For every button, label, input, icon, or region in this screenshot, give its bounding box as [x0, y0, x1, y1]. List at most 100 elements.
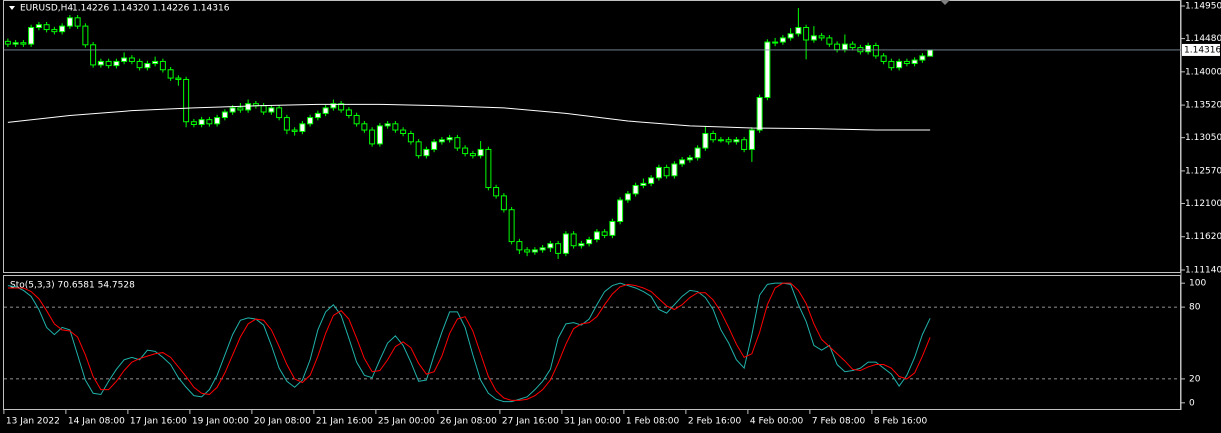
candle-body: [338, 103, 345, 111]
candle-body: [90, 44, 97, 66]
candle-body: [167, 69, 174, 79]
y-tick-label: 1.14480: [1185, 34, 1221, 44]
candle-body: [531, 249, 538, 253]
candle-body: [221, 111, 228, 119]
candle-body: [105, 60, 112, 67]
candle-body: [198, 119, 205, 125]
candle-body: [237, 107, 244, 111]
candle-body: [810, 35, 817, 41]
candle-body: [454, 137, 461, 149]
candle-body: [903, 60, 910, 65]
candle-body: [299, 123, 306, 132]
x-tick-label: 19 Jan 00:00: [192, 417, 249, 427]
candle-body: [586, 239, 593, 245]
indicator-tick-label: 20: [1189, 374, 1201, 384]
candle-body: [524, 249, 531, 253]
candle-body: [694, 147, 701, 159]
candle-body: [679, 159, 686, 165]
candle-body: [880, 55, 887, 62]
candle-body: [190, 121, 197, 125]
candle-body: [570, 233, 577, 247]
indicator-tick-label: 0: [1189, 398, 1195, 408]
candle-body: [283, 117, 290, 131]
indicator-label: Sto(5,3,3) 70.6581 54.7528: [10, 281, 135, 291]
candle-body: [82, 25, 89, 46]
y-tick-label: 1.11620: [1185, 232, 1221, 242]
candle-body: [849, 43, 856, 49]
indicator-tick-label: 100: [1189, 279, 1206, 289]
candle-body: [183, 78, 190, 123]
y-tick-label: 1.13050: [1185, 133, 1221, 143]
candle-body: [609, 220, 616, 236]
x-tick-label: 26 Jan 08:00: [440, 417, 497, 427]
candle-body: [121, 57, 128, 62]
candle-body: [314, 112, 321, 119]
candle-body: [74, 17, 81, 27]
last-price-box: [1182, 43, 1220, 56]
candle-body: [136, 60, 143, 69]
candle-body: [206, 119, 213, 125]
candle-body: [175, 77, 182, 80]
candle-body: [927, 49, 934, 57]
indicator-line: [7, 282, 931, 403]
candle-body: [756, 96, 763, 131]
candle-body: [66, 17, 73, 27]
candle-body: [493, 187, 500, 197]
candle-body: [268, 107, 275, 113]
shift-marker: [940, 0, 950, 5]
candle-body: [562, 233, 569, 254]
candle-body: [648, 177, 655, 184]
symbol-label: EURUSD,H4: [20, 4, 73, 14]
y-tick-label: 1.14950: [1185, 2, 1221, 12]
candle-body: [686, 157, 693, 161]
candle-body: [663, 166, 670, 177]
indicator-tick-label: 80: [1189, 303, 1201, 313]
candle-body: [35, 24, 42, 28]
candle-body: [415, 141, 422, 157]
last-price-label: 1.14316: [1184, 45, 1221, 55]
candle-body: [369, 129, 376, 145]
candle-body: [4, 40, 11, 45]
candle-body: [113, 60, 120, 67]
candle-body: [826, 37, 833, 45]
candle-body: [438, 139, 445, 143]
candle-body: [12, 42, 19, 45]
candle-body: [229, 107, 236, 113]
candle-body: [28, 26, 35, 45]
x-tick-label: 17 Jan 16:00: [130, 417, 187, 427]
candle-body: [640, 182, 647, 186]
candle-body: [834, 43, 841, 51]
x-tick-label: 1 Feb 08:00: [626, 417, 680, 427]
candle-body: [407, 133, 414, 143]
candle-body: [276, 107, 283, 119]
candle-body: [446, 137, 453, 141]
y-tick-label: 1.11140: [1185, 265, 1221, 275]
candle-body: [702, 133, 709, 149]
candle-body: [617, 199, 624, 222]
x-tick-label: 4 Feb 00:00: [750, 417, 804, 427]
candle-body: [508, 209, 515, 243]
candle-body: [764, 41, 771, 98]
x-tick-label: 21 Jan 16:00: [316, 417, 373, 427]
candle-body: [307, 117, 314, 125]
candle-body: [376, 125, 383, 145]
candle-body: [260, 105, 267, 113]
menu-arrow[interactable]: [9, 6, 15, 10]
candle-body: [392, 123, 399, 131]
y-tick-label: 1.14000: [1185, 67, 1221, 77]
x-tick-label: 31 Jan 00:00: [564, 417, 621, 427]
candle-body: [547, 243, 554, 249]
candle-body: [214, 117, 221, 125]
candle-body: [516, 241, 523, 251]
candle-body: [555, 243, 562, 254]
candle-body: [725, 139, 732, 143]
candle-body: [423, 148, 430, 157]
candle-body: [345, 109, 352, 116]
candle-body: [43, 24, 50, 31]
candle-body: [128, 57, 135, 62]
candle-body: [717, 139, 724, 142]
candle-body: [841, 43, 848, 51]
candle-body: [632, 184, 639, 195]
candle-body: [748, 129, 755, 150]
